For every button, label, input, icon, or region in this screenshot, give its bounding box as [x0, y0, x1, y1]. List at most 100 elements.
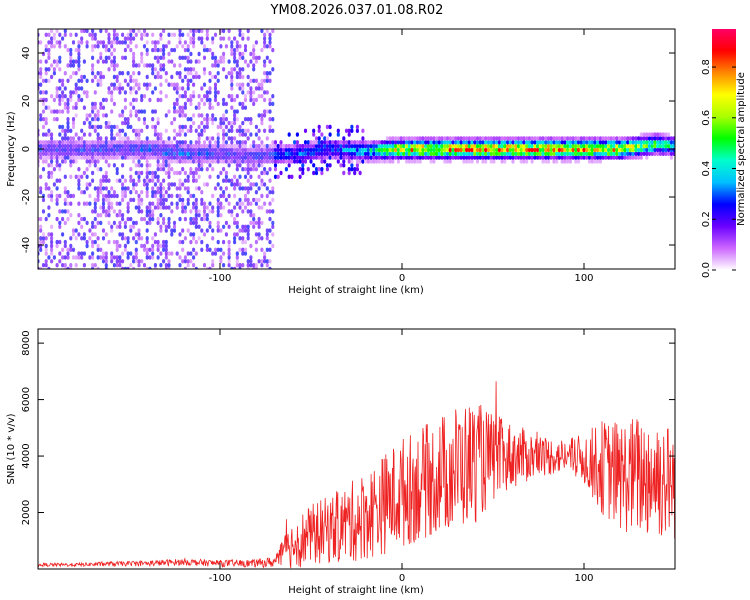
spectrogram-cell	[162, 243, 166, 249]
spectrogram-cell	[604, 143, 608, 149]
spectrogram-cell	[41, 132, 46, 137]
spectrogram-cell	[227, 159, 231, 164]
spectrogram-cell	[249, 59, 253, 64]
spectrogram-cell	[197, 36, 201, 41]
spectrogram-cell	[200, 97, 204, 103]
spectrogram-cell	[44, 259, 48, 264]
spectrogram-cell	[39, 266, 43, 269]
spectrogram-cell	[126, 140, 130, 145]
spectrogram-cell	[544, 151, 548, 156]
spectrogram-cell	[303, 155, 308, 160]
spectrogram-cell	[47, 205, 51, 210]
spectrogram-cell	[260, 259, 264, 264]
spectrogram-cell	[208, 90, 212, 95]
spectrogram-cell	[271, 224, 275, 229]
spectrogram-cell	[104, 124, 108, 130]
spectrogram-cell	[39, 247, 43, 252]
spectrogram-cell	[58, 44, 62, 49]
spectrogram-cell	[366, 151, 370, 156]
spectrogram-cell	[85, 147, 89, 153]
spectrogram-cell	[574, 151, 578, 156]
spectrogram-cell	[93, 124, 97, 130]
spectrogram-cell	[63, 155, 67, 160]
spectrogram-cell	[410, 140, 414, 145]
spectrogram-cell	[222, 193, 226, 199]
spectrogram-cell	[129, 197, 133, 203]
spectrogram-cell	[257, 128, 261, 133]
spectrogram-cell	[549, 155, 553, 160]
spectrogram-cell	[132, 143, 136, 149]
spectrogram-cell	[243, 228, 248, 233]
spectrogram-cell	[238, 151, 242, 156]
spectrogram-cell	[233, 143, 237, 149]
spectrogram-cell	[88, 193, 92, 199]
spectrogram-cell	[96, 190, 100, 195]
spectrogram-cell	[314, 155, 319, 160]
spectrogram-cell	[156, 220, 160, 226]
spectrogram-cell	[609, 136, 613, 141]
spectrogram-cell	[467, 151, 471, 156]
spectrogram-cell	[69, 174, 73, 179]
spectrogram-cell	[211, 55, 215, 60]
spectrogram-cell	[145, 159, 149, 164]
spectrogram-cell	[516, 143, 521, 149]
spectrogram-cell	[205, 243, 209, 249]
spectrogram-cell	[533, 155, 537, 160]
spectrogram-cell	[121, 213, 125, 218]
spectrogram-cell	[260, 205, 264, 210]
spectrogram-cell	[69, 236, 73, 241]
spectrogram-cell	[557, 147, 562, 153]
spectrogram-cell	[151, 140, 155, 145]
spectrogram-cell	[58, 109, 62, 114]
spectrogram-cell	[208, 224, 212, 229]
spectrogram-cell	[536, 147, 540, 153]
spectrogram-cell	[587, 155, 592, 160]
spectrogram-cell	[52, 109, 57, 114]
spectrogram-cell	[339, 151, 343, 156]
spectrogram-cell	[331, 147, 335, 153]
spectrogram-cell	[435, 143, 439, 149]
spectrogram-cell	[55, 59, 59, 64]
spectrogram-cell	[82, 143, 86, 149]
y-tick-label: 6000	[21, 387, 32, 412]
spectrogram-cell	[71, 59, 76, 64]
spectrogram-cell	[132, 255, 136, 260]
spectrogram-cell	[216, 201, 220, 206]
spectrogram-cell	[445, 140, 450, 145]
spectrogram-cell	[183, 159, 187, 164]
spectrogram-cell	[178, 143, 182, 149]
spectrogram-cell	[273, 147, 278, 153]
spectrogram-cell	[183, 151, 187, 156]
spectrogram-cell	[137, 117, 141, 122]
spectrogram-cell	[126, 155, 130, 160]
spectrogram-cell	[178, 63, 182, 68]
spectrogram-cell	[61, 140, 65, 145]
spectrogram-cell	[61, 109, 65, 114]
spectrogram-cell	[358, 170, 362, 176]
spectrogram-cell	[560, 143, 564, 149]
spectrogram-cell	[178, 94, 182, 99]
spectrogram-cell	[238, 101, 242, 107]
spectrogram-cell	[293, 147, 297, 153]
spectrogram-cell	[145, 186, 149, 191]
spectrogram-cell	[222, 143, 226, 149]
spectrogram-cell	[254, 163, 258, 168]
spectrogram-cell	[71, 155, 76, 160]
spectrogram-cell	[186, 228, 190, 233]
spectrogram-cell	[69, 151, 73, 156]
spectrogram-cell	[181, 109, 185, 114]
spectrogram-cell	[118, 147, 122, 153]
spectrogram-cell	[58, 151, 62, 156]
spectrogram-cell	[123, 143, 127, 149]
spectrogram-cell	[268, 239, 272, 245]
spectrogram-cell	[99, 74, 103, 80]
spectrogram-cell	[41, 101, 46, 107]
spectrogram-cell	[162, 155, 166, 160]
spectrogram-cell	[475, 147, 480, 153]
spectrogram-cell	[178, 86, 182, 91]
spectrogram-cell	[112, 263, 116, 268]
spectrogram-cell	[519, 147, 523, 153]
spectrogram-cell	[511, 143, 515, 149]
spectrogram-cell	[230, 94, 234, 99]
spectrogram-cell	[172, 105, 177, 110]
